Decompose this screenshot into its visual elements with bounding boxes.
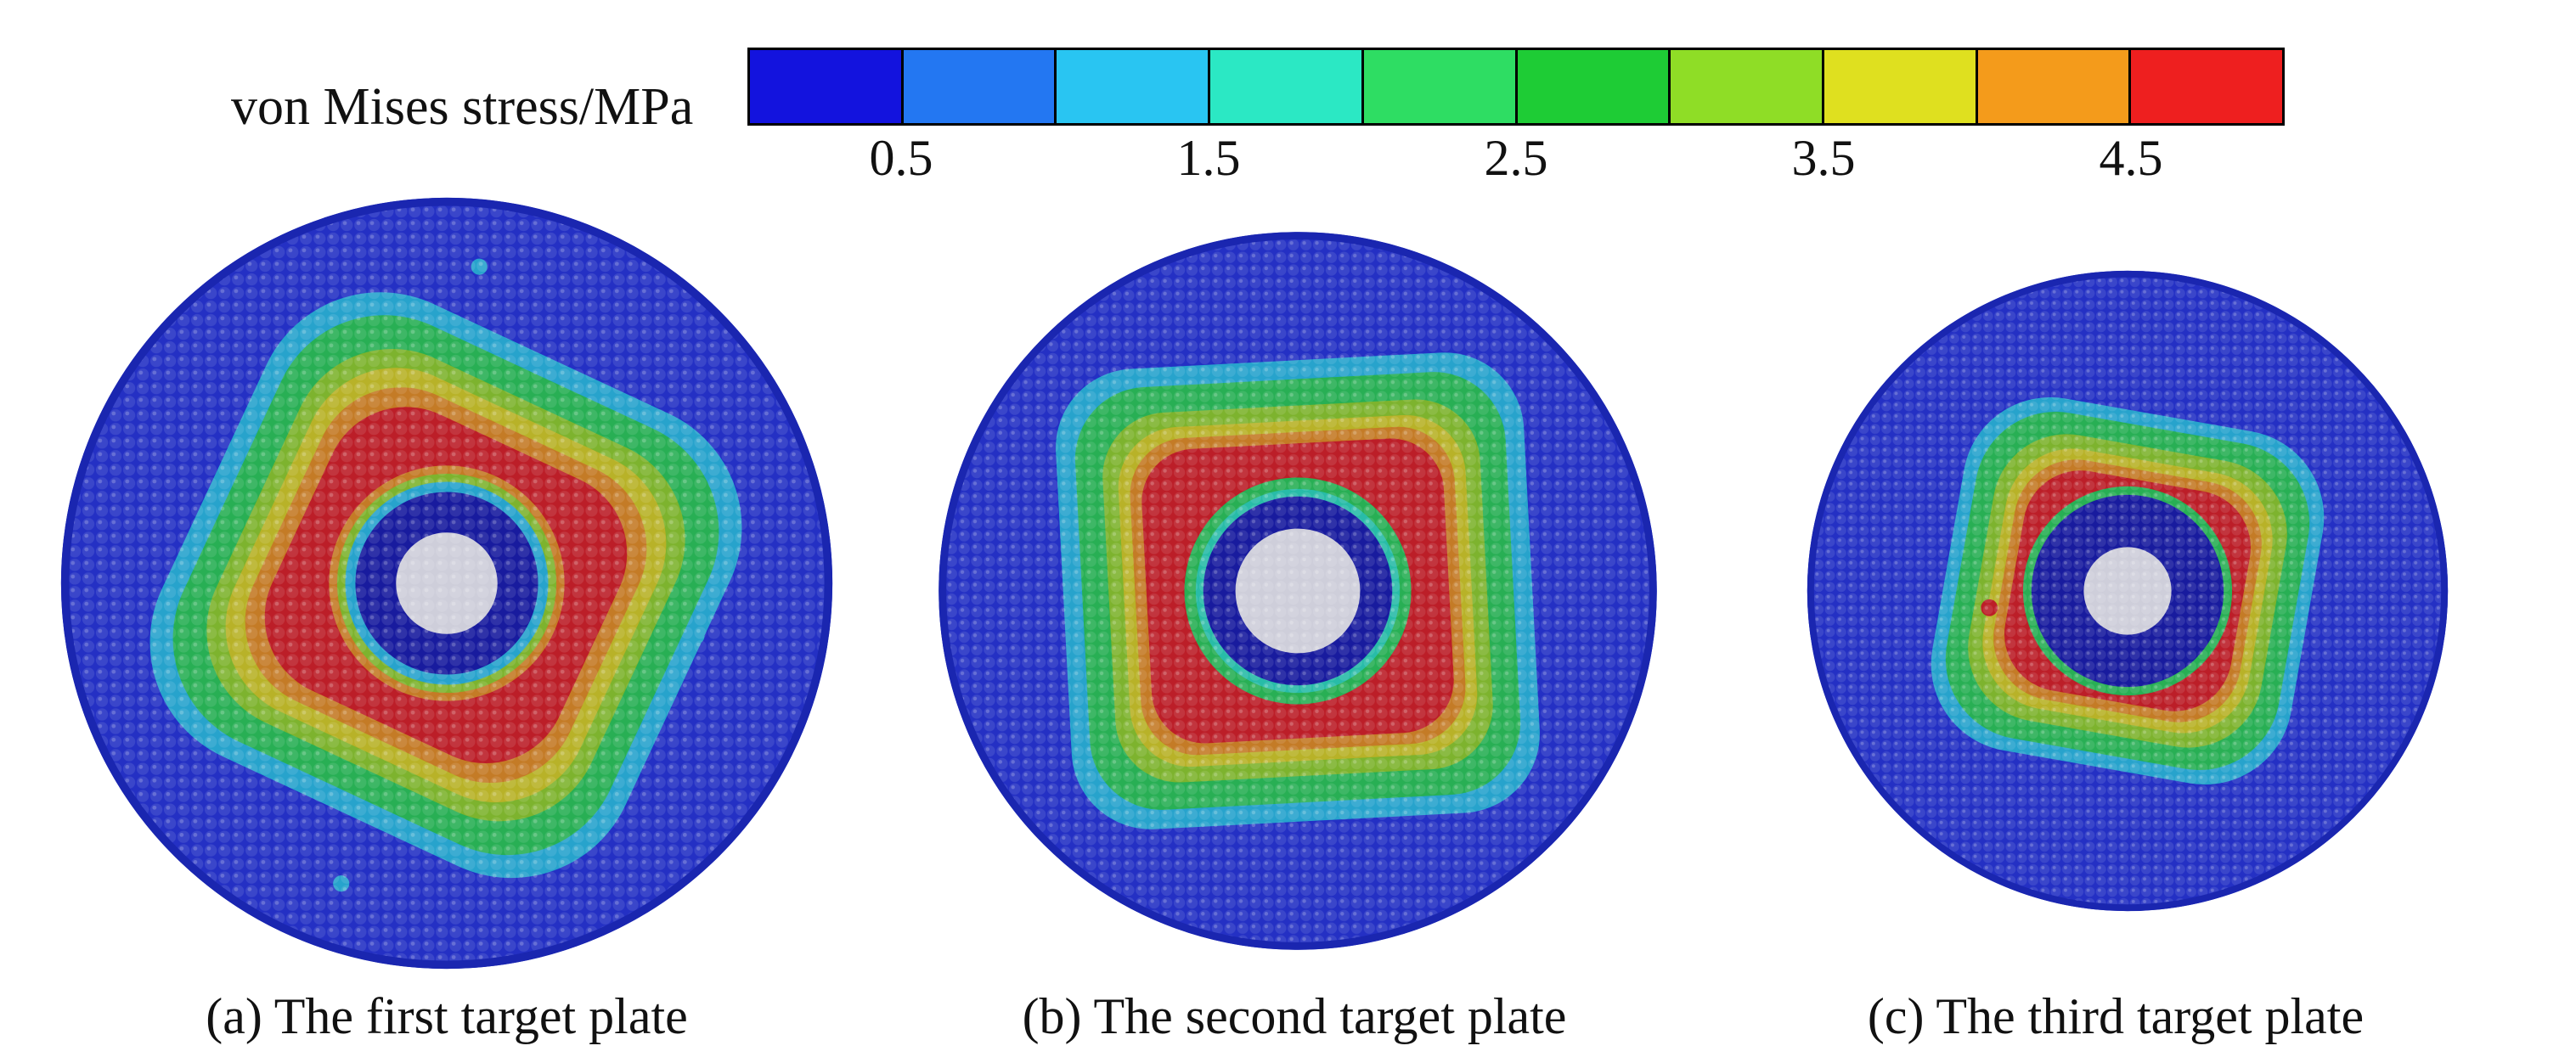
- colorbar: [747, 48, 2285, 126]
- colorbar-segment: [2131, 50, 2283, 123]
- colorbar-segment: [750, 50, 904, 123]
- caption-plate-a: (a) The first target plate: [206, 988, 688, 1044]
- caption-plate-c: (c) The third target plate: [1867, 988, 2365, 1044]
- particle-texture: [1807, 270, 2449, 912]
- colorbar-tick-label: 4.5: [2099, 130, 2163, 186]
- plate-rim: [939, 232, 1657, 950]
- colorbar-label: von Mises stress/MPa: [231, 78, 694, 136]
- colorbar-tick-label: 1.5: [1176, 130, 1241, 186]
- plate-rim: [1807, 270, 2449, 912]
- colorbar-tick-label: 3.5: [1791, 130, 1856, 186]
- colorbar-segment: [1977, 50, 2132, 123]
- particle-texture: [60, 197, 833, 970]
- colorbar-segment: [1363, 50, 1518, 123]
- colorbar-segment: [1823, 50, 1978, 123]
- colorbar-tick-label: 2.5: [1484, 130, 1548, 186]
- colorbar-segment: [1671, 50, 1824, 123]
- colorbar-segments: [750, 50, 2283, 123]
- colorbar-segment: [1517, 50, 1671, 123]
- colorbar-segment: [1210, 50, 1364, 123]
- colorbar-ticks: 0.5 1.5 2.5 3.5 4.5: [747, 129, 2285, 188]
- colorbar-segment: [903, 50, 1057, 123]
- particle-texture: [939, 232, 1657, 950]
- plate-b-second-target: [939, 232, 1657, 950]
- plate-a-first-target: [60, 197, 833, 970]
- plate-rim: [60, 197, 833, 970]
- caption-plate-b: (b) The second target plate: [1022, 988, 1567, 1044]
- plate-c-third-target: [1807, 270, 2449, 912]
- colorbar-tick-label: 0.5: [869, 130, 933, 186]
- colorbar-segment: [1057, 50, 1211, 123]
